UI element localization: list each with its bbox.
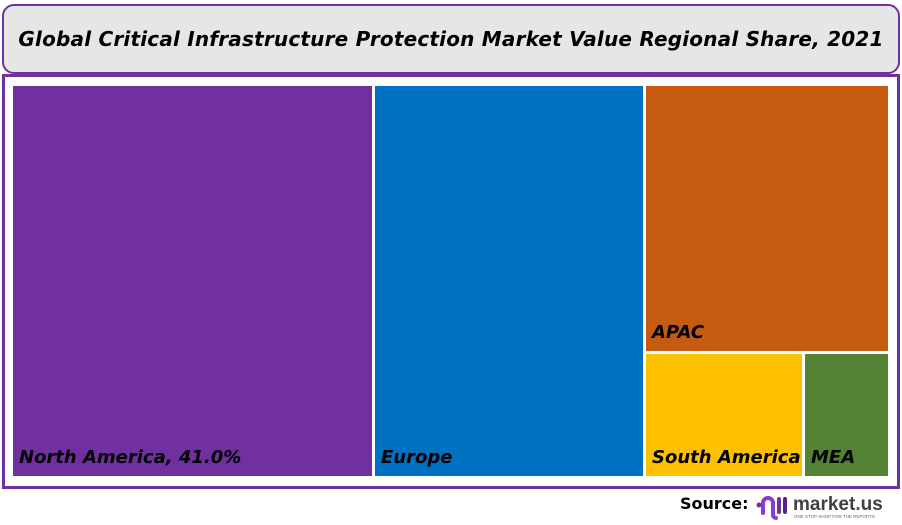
- tile-apac: APAC: [646, 86, 888, 351]
- tile-europe: Europe: [375, 86, 643, 476]
- logo-mark-icon: [756, 496, 787, 520]
- tile-label-europe: Europe: [381, 447, 453, 468]
- source-label: Source:: [680, 494, 749, 513]
- svg-text:market.us: market.us: [793, 494, 883, 515]
- svg-text:ONE STOP SHOP FOR THE REPORTS: ONE STOP SHOP FOR THE REPORTS: [794, 514, 875, 519]
- tile-label-apac: APAC: [652, 322, 705, 343]
- chart-title: Global Critical Infrastructure Protectio…: [18, 27, 884, 51]
- tile-label-mea: MEA: [811, 447, 856, 468]
- title-box: Global Critical Infrastructure Protectio…: [2, 4, 900, 74]
- market-us-logo: market.us ONE STOP SHOP FOR THE REPORTS: [756, 494, 883, 520]
- tile-mea: MEA: [805, 354, 888, 476]
- tile-south-america: South America: [646, 354, 802, 476]
- tile-label-south-america: South America: [652, 447, 801, 468]
- tile-label-north-america: North America, 41.0%: [19, 447, 242, 468]
- treemap: North America, 41.0% Europe APAC South Amer…: [13, 86, 888, 476]
- tile-north-america: North America, 41.0%: [13, 86, 372, 476]
